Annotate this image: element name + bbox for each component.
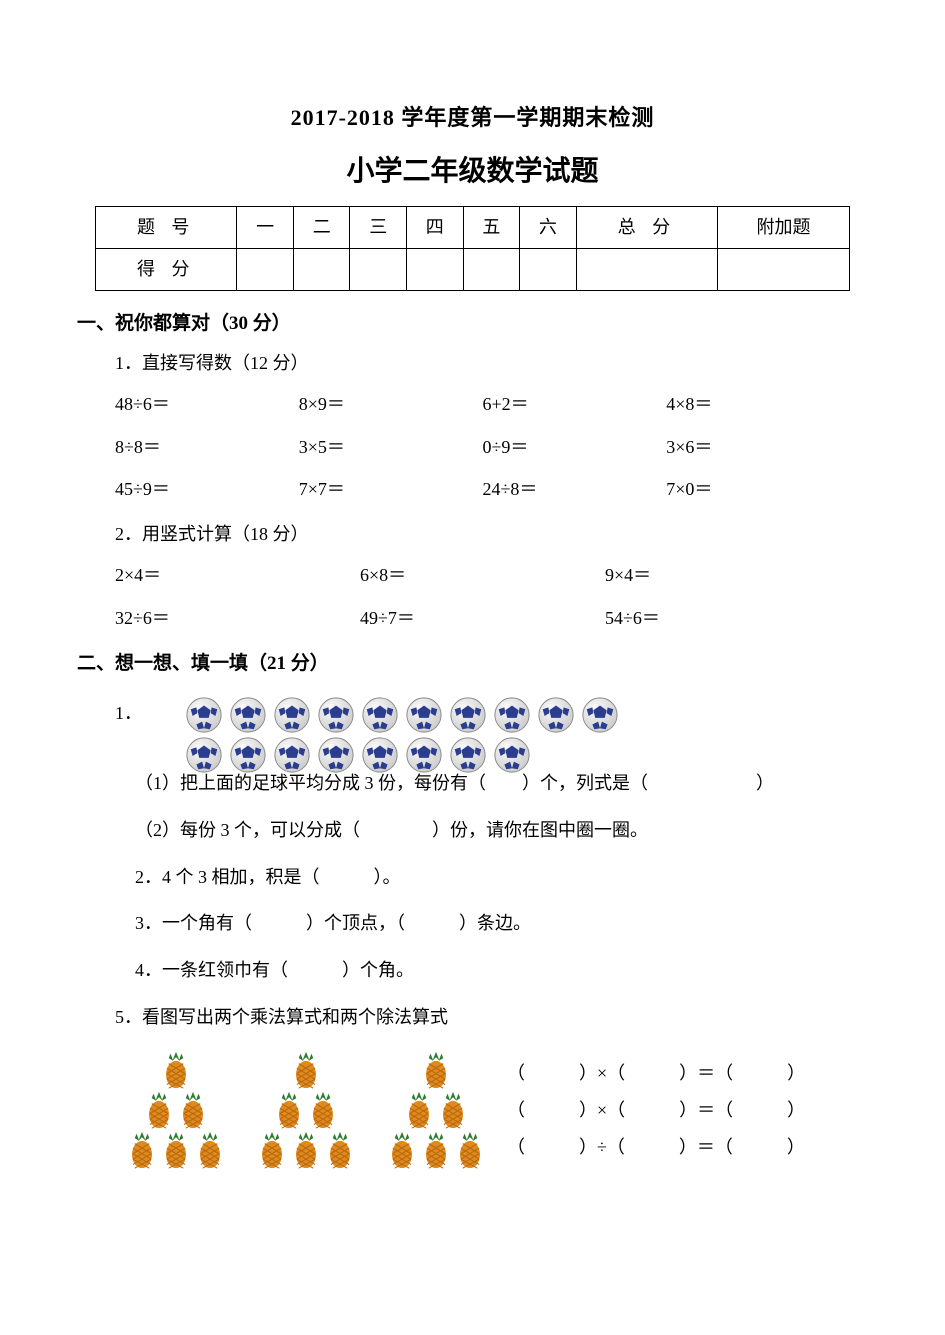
score-cell <box>293 248 350 290</box>
s2-q5-formulas: （ ）×（ ）＝（ ） （ ）×（ ）＝（ ） （ ）÷（ ）＝（ ） <box>507 1051 850 1169</box>
score-cell: 得 分 <box>96 248 237 290</box>
s2-q2: 2．4 个 3 相加，积是（ ）。 <box>135 863 850 892</box>
score-cell <box>718 248 850 290</box>
score-cell <box>407 248 464 290</box>
score-cell: 六 <box>520 206 577 248</box>
score-value-row: 得 分 <box>96 248 850 290</box>
s2-q5-label: 5．看图写出两个乘法算式和两个除法算式 <box>115 1003 850 1032</box>
soccer-ball-icon <box>229 696 267 734</box>
pineapple-icon <box>403 1090 435 1130</box>
pineapple-icon <box>160 1050 192 1090</box>
pineapple-icon <box>386 1130 418 1170</box>
pineapple-groups <box>125 1050 487 1170</box>
formula-line: （ ）×（ ）＝（ ） <box>507 1059 850 1088</box>
equation: 24÷8＝ <box>483 475 667 504</box>
score-cell: 三 <box>350 206 407 248</box>
equation: 2×4＝ <box>115 561 360 590</box>
score-cell: 一 <box>237 206 294 248</box>
s1-q1-label: 1．直接写得数（12 分） <box>115 349 850 378</box>
equation: 45÷9＝ <box>115 475 299 504</box>
pineapple-icon <box>143 1090 175 1130</box>
soccer-ball-icon <box>273 696 311 734</box>
equation: 4×8＝ <box>666 390 850 419</box>
score-cell: 五 <box>463 206 520 248</box>
soccer-ball-icon <box>317 696 355 734</box>
soccer-ball-icon <box>537 696 575 734</box>
formula-line: （ ）×（ ）＝（ ） <box>507 1096 850 1125</box>
pineapple-icon <box>194 1130 226 1170</box>
pineapple-icon <box>273 1090 305 1130</box>
section-2-title: 二、想一想、填一填（21 分） <box>77 649 850 679</box>
soccer-balls <box>182 695 622 775</box>
s1-q2-equations: 2×4＝ 6×8＝ 9×4＝ 32÷6＝ 49÷7＝ 54÷6＝ <box>115 561 850 633</box>
pineapple-icon <box>324 1130 356 1170</box>
pineapple-icon <box>420 1050 452 1090</box>
equation: 3×6＝ <box>666 433 850 462</box>
soccer-ball-icon <box>449 696 487 734</box>
exam-title: 小学二年级数学试题 <box>95 149 850 194</box>
pineapple-icon <box>160 1130 192 1170</box>
score-cell: 附加题 <box>718 206 850 248</box>
equation: 49÷7＝ <box>360 604 605 633</box>
s2-q1-label: 1． <box>115 699 142 728</box>
score-cell <box>520 248 577 290</box>
equation: 0÷9＝ <box>483 433 667 462</box>
score-table: 题 号 一 二 三 四 五 六 总 分 附加题 得 分 <box>95 206 850 291</box>
exam-period-title: 2017-2018 学年度第一学期期末检测 <box>95 100 850 135</box>
s1-q2-label: 2．用竖式计算（18 分） <box>115 520 850 549</box>
equation: 7×7＝ <box>299 475 483 504</box>
score-cell <box>576 248 717 290</box>
equation: 54÷6＝ <box>605 604 850 633</box>
score-cell: 题 号 <box>96 206 237 248</box>
equation: 6×8＝ <box>360 561 605 590</box>
s2-q3: 3．一个角有（ ）个顶点，（ ）条边。 <box>135 909 850 938</box>
soccer-ball-icon <box>185 696 223 734</box>
equation: 8÷8＝ <box>115 433 299 462</box>
equation: 7×0＝ <box>666 475 850 504</box>
score-cell <box>237 248 294 290</box>
score-cell: 四 <box>407 206 464 248</box>
equation: 6+2＝ <box>483 390 667 419</box>
s2-q5-area: （ ）×（ ）＝（ ） （ ）×（ ）＝（ ） （ ）÷（ ）＝（ ） <box>115 1050 850 1170</box>
pineapple-icon <box>454 1130 486 1170</box>
score-header-row: 题 号 一 二 三 四 五 六 总 分 附加题 <box>96 206 850 248</box>
soccer-ball-icon <box>405 696 443 734</box>
score-cell: 二 <box>293 206 350 248</box>
score-cell: 总 分 <box>576 206 717 248</box>
pineapple-icon <box>307 1090 339 1130</box>
s2-q1-sub2: （2）每份 3 个，可以分成（ ）份，请你在图中圈一圈。 <box>135 816 850 845</box>
s1-q1-equations: 48÷6＝ 8×9＝ 6+2＝ 4×8＝ 8÷8＝ 3×5＝ 0÷9＝ 3×6＝… <box>115 390 850 504</box>
equation: 48÷6＝ <box>115 390 299 419</box>
equation: 3×5＝ <box>299 433 483 462</box>
soccer-ball-icon <box>361 696 399 734</box>
s2-q4: 4．一条红领巾有（ ）个角。 <box>135 956 850 985</box>
pineapple-icon <box>126 1130 158 1170</box>
pineapple-icon <box>290 1050 322 1090</box>
pineapple-icon <box>420 1130 452 1170</box>
section-1-title: 一、祝你都算对（30 分） <box>77 309 850 339</box>
pineapple-icon <box>437 1090 469 1130</box>
soccer-ball-icon <box>581 696 619 734</box>
score-cell <box>463 248 520 290</box>
pineapple-icon <box>177 1090 209 1130</box>
equation: 9×4＝ <box>605 561 850 590</box>
formula-line: （ ）÷（ ）＝（ ） <box>507 1133 850 1162</box>
score-cell <box>350 248 407 290</box>
pineapple-icon <box>256 1130 288 1170</box>
pineapple-icon <box>290 1130 322 1170</box>
soccer-ball-icon <box>493 696 531 734</box>
s2-q1-sub1: （1）把上面的足球平均分成 3 份，每份有（ ）个，列式是（ ） <box>135 769 850 798</box>
equation: 8×9＝ <box>299 390 483 419</box>
equation: 32÷6＝ <box>115 604 360 633</box>
